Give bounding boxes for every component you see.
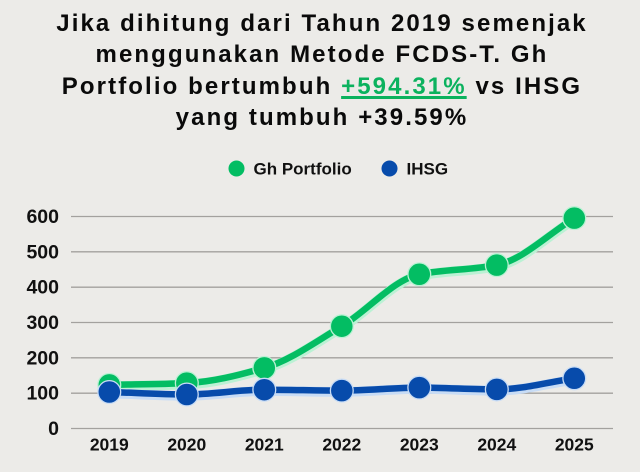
- svg-text:600: 600: [26, 206, 59, 228]
- svg-text:400: 400: [26, 277, 59, 299]
- svg-text:2025: 2025: [555, 434, 594, 454]
- svg-text:2019: 2019: [90, 434, 129, 454]
- svg-text:100: 100: [26, 383, 59, 405]
- svg-text:500: 500: [26, 241, 59, 263]
- svg-text:2022: 2022: [322, 434, 361, 454]
- svg-text:IHSG: IHSG: [407, 160, 449, 179]
- svg-text:2023: 2023: [400, 434, 439, 454]
- svg-text:2024: 2024: [477, 434, 516, 454]
- svg-text:300: 300: [26, 312, 59, 334]
- svg-text:0: 0: [48, 418, 59, 440]
- svg-text:2020: 2020: [167, 434, 206, 454]
- svg-text:Gh Portfolio: Gh Portfolio: [254, 160, 352, 179]
- svg-text:2021: 2021: [245, 434, 284, 454]
- svg-text:200: 200: [26, 347, 59, 369]
